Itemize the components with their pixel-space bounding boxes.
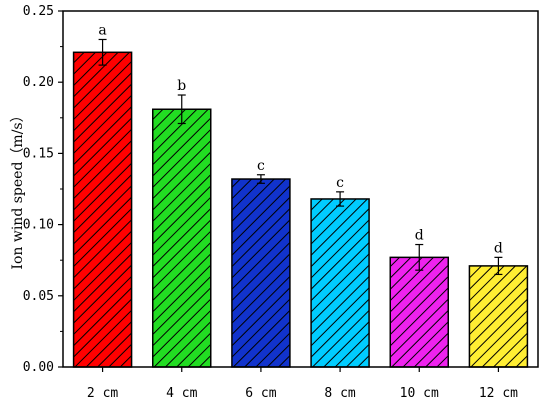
bars-layer xyxy=(72,51,529,368)
significance-label: d xyxy=(415,228,424,244)
bar xyxy=(231,178,291,368)
y-axis: 0.00 0.05 0.10 0.15 0.20 0.25 xyxy=(23,4,63,375)
x-tick-label: 12 cm xyxy=(479,386,518,401)
bar xyxy=(468,265,529,368)
significance-label: c xyxy=(336,175,344,191)
significance-label: d xyxy=(494,240,503,256)
significance-label: a xyxy=(98,22,106,38)
bar xyxy=(389,256,449,368)
significance-label: b xyxy=(177,78,186,94)
y-tick-label: 0.00 xyxy=(23,360,54,375)
significance-labels-layer: a b c c d d xyxy=(98,22,503,256)
x-tick-label: 8 cm xyxy=(324,386,355,401)
significance-label: c xyxy=(257,158,265,174)
error-bars-layer xyxy=(98,38,503,276)
x-tick-label: 6 cm xyxy=(245,386,276,401)
x-tick-label: 2 cm xyxy=(87,386,118,401)
y-tick-label: 0.20 xyxy=(23,75,54,90)
y-tick-label: 0.15 xyxy=(23,146,54,161)
bar xyxy=(152,108,212,368)
y-tick-label: 0.05 xyxy=(23,289,54,304)
plot-frame xyxy=(62,10,539,368)
y-axis-title: Ion wind speed（m/s） xyxy=(10,108,26,269)
x-tick-label: 10 cm xyxy=(400,386,439,401)
y-tick-label: 0.25 xyxy=(23,4,54,19)
bar xyxy=(310,198,370,368)
x-axis: 2 cm 4 cm 6 cm 8 cm 10 cm 12 cm xyxy=(87,367,518,401)
bar xyxy=(72,51,133,368)
x-tick-label: 4 cm xyxy=(166,386,197,401)
y-tick-label: 0.10 xyxy=(23,218,54,233)
